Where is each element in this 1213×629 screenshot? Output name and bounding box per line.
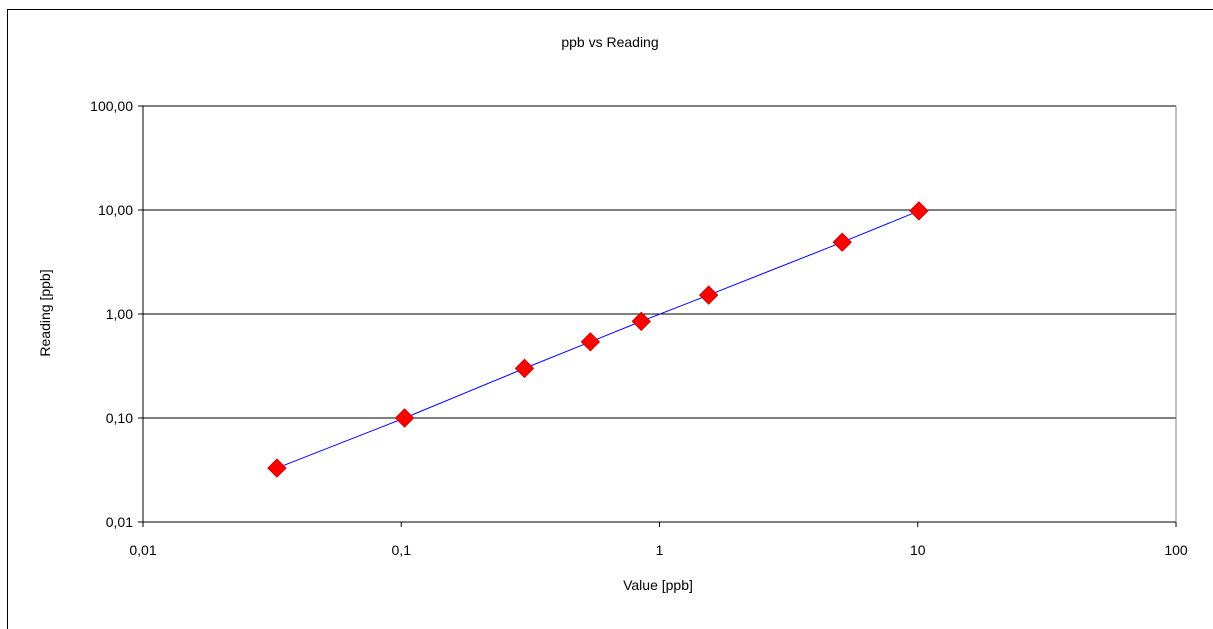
y-tick-label: 100,00	[90, 98, 133, 114]
x-tick-label: 0,01	[129, 542, 156, 558]
x-tick-label: 10	[910, 542, 926, 558]
y-tick-label: 1,00	[106, 306, 133, 322]
data-point	[698, 285, 719, 305]
x-tick-labels: 0,01 0,1 1 10 100	[129, 542, 1188, 558]
y-tick-labels: 0,01 0,10 1,00 10,00 100,00	[90, 98, 133, 530]
y-tick-label: 0,10	[106, 410, 133, 426]
data-point	[631, 311, 651, 332]
chart-frame	[7, 9, 1213, 629]
data-point	[580, 332, 601, 352]
grid-lines	[143, 105, 1176, 419]
x-axis-label: Value [ppb]	[623, 577, 693, 593]
data-series	[267, 201, 929, 478]
x-tick-label: 1	[656, 542, 664, 558]
series-line	[276, 210, 920, 469]
data-point	[514, 358, 535, 379]
y-tick-label: 0,01	[106, 514, 133, 530]
y-axis-label: Reading [ppb]	[37, 269, 53, 356]
data-point	[394, 408, 415, 428]
y-tick-label: 10,00	[98, 202, 133, 218]
data-point	[267, 458, 287, 478]
axes	[138, 105, 1177, 527]
x-tick-label: 0,1	[392, 542, 412, 558]
data-point	[832, 232, 852, 252]
chart-title: ppb vs Reading	[561, 34, 658, 50]
data-point	[909, 201, 929, 221]
x-tick-label: 100	[1164, 542, 1188, 558]
